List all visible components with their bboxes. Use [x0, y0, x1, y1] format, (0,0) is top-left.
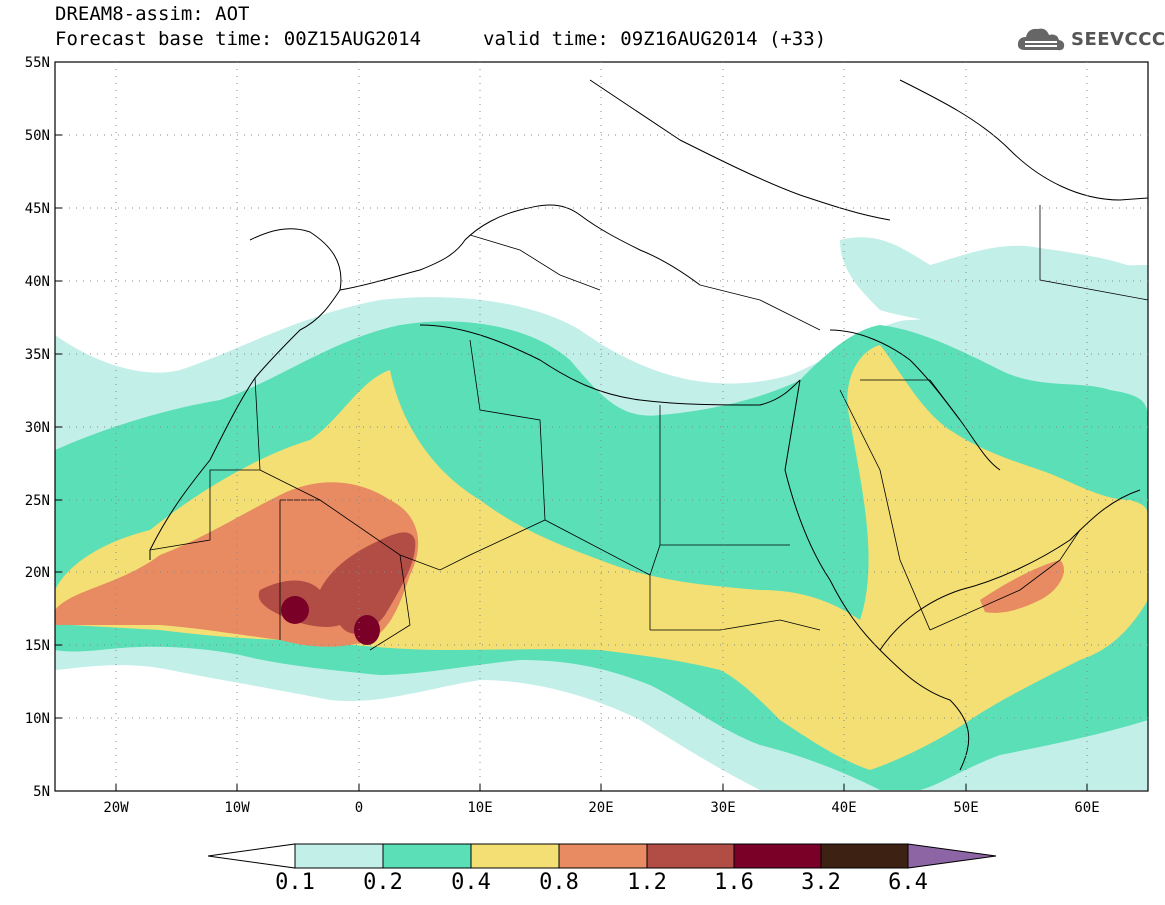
base-time: Forecast base time: 00Z15AUG2014 — [55, 28, 422, 50]
lat-label: 25N — [25, 493, 50, 509]
map-title: DREAM8-assim: AOT — [55, 3, 250, 25]
colorbar-swatch — [820, 843, 909, 869]
lat-label: 45N — [25, 201, 50, 217]
longitude-labels: 20W 10W 0 10E 20E 30E 40E 50E 60E — [103, 800, 1099, 816]
colorbar-under-arrow — [207, 843, 296, 869]
colorbar-label: 6.4 — [888, 870, 928, 895]
seevccc-logo: SEEVCCC — [1017, 24, 1165, 54]
colorbar-swatch — [470, 843, 560, 869]
axis-ticks — [55, 61, 1088, 791]
lat-label: 10N — [25, 711, 50, 727]
colorbar-swatch — [558, 843, 648, 869]
logo-text: SEEVCCC — [1071, 28, 1165, 50]
lon-label: 30E — [710, 800, 735, 816]
lat-label: 30N — [25, 420, 50, 436]
colorbar-label: 1.6 — [714, 870, 754, 895]
lon-label: 20E — [588, 800, 613, 816]
coastlines — [149, 79, 1148, 771]
valid-time: valid time: 09Z16AUG2014 (+33) — [483, 28, 827, 50]
lat-label: 50N — [25, 128, 50, 144]
colorbar-label: 0.8 — [539, 870, 579, 895]
colorbar-label: 1.2 — [627, 870, 667, 895]
aot-field — [55, 237, 1148, 790]
lon-label: 60E — [1074, 800, 1099, 816]
aot-level-0.4 — [55, 345, 1148, 770]
lat-label: 40N — [25, 274, 50, 290]
lat-label: 55N — [25, 55, 50, 71]
colorbar-over-arrow — [907, 843, 997, 869]
lon-label: 10W — [224, 800, 250, 816]
colorbar-label: 0.4 — [451, 870, 491, 895]
lon-label: 40E — [831, 800, 856, 816]
colorbar-swatch — [733, 843, 822, 869]
latitude-labels: 55N 50N 45N 40N 35N 30N 25N 20N 15N 10N … — [25, 55, 50, 800]
colorbar-label: 0.1 — [275, 870, 315, 895]
aot-level-0.1-east — [840, 237, 1148, 323]
map-grid — [55, 62, 1148, 791]
colorbar — [207, 843, 997, 869]
lon-label: 20W — [103, 800, 129, 816]
lon-label: 50E — [953, 800, 978, 816]
aot-level-1.6-a — [281, 596, 309, 624]
colorbar-swatch — [646, 843, 735, 869]
colorbar-swatch — [294, 843, 384, 869]
lat-label: 20N — [25, 565, 50, 581]
lon-label: 0 — [355, 800, 363, 816]
forecast-times: Forecast base time: 00Z15AUG2014 valid ti… — [55, 28, 826, 50]
colorbar-label: 3.2 — [801, 870, 841, 895]
aot-level-1.6-b — [354, 615, 380, 645]
colorbar-swatch — [382, 843, 472, 869]
cloud-icon — [1017, 28, 1065, 51]
lon-label: 10E — [467, 800, 492, 816]
lat-label: 15N — [25, 638, 50, 654]
colorbar-label: 0.2 — [363, 870, 403, 895]
lat-label: 5N — [33, 784, 50, 800]
lat-label: 35N — [25, 347, 50, 363]
country-borders — [149, 205, 1148, 651]
